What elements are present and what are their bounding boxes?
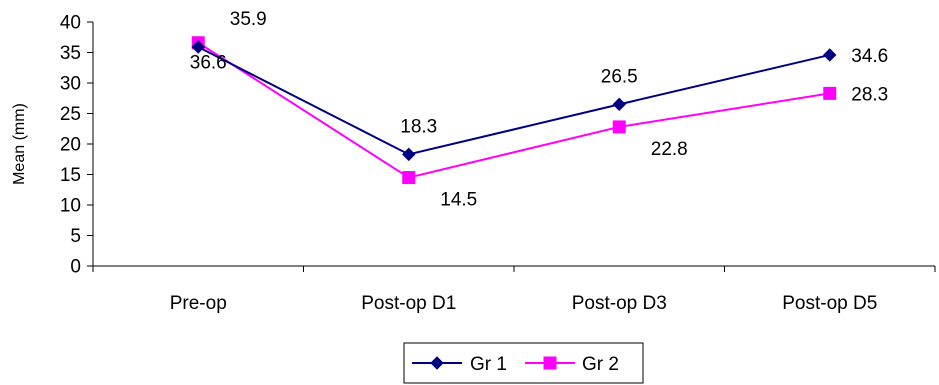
y-tick-label: 15 <box>60 165 81 186</box>
y-tick-label: 40 <box>60 13 81 34</box>
legend-label: Gr 1 <box>470 354 507 375</box>
data-label: 34.6 <box>851 46 888 67</box>
legend: Gr 1 Gr 2 <box>403 342 644 384</box>
series-line-gr-2 <box>197 41 830 179</box>
data-label: 26.5 <box>601 66 638 87</box>
line-marker-square <box>823 86 837 100</box>
y-tick-label: 30 <box>60 74 81 95</box>
x-category-label: Post-op D1 <box>361 293 456 314</box>
legend-label: Gr 2 <box>582 354 619 375</box>
y-tick-label: 10 <box>60 196 81 217</box>
data-label: 18.3 <box>400 116 437 137</box>
y-tick-label: 35 <box>60 43 81 64</box>
data-label: 36.6 <box>190 53 227 74</box>
x-category-label: Post-op D5 <box>782 293 877 314</box>
data-label: 22.8 <box>651 139 688 160</box>
line-marker-diamond <box>191 40 205 54</box>
y-axis-title: Mean (mm) <box>11 103 28 185</box>
y-axis: 0 5 10 15 20 25 30 35 40 <box>60 13 94 278</box>
legend-item: Gr 2 <box>525 354 619 375</box>
data-label: 28.3 <box>851 84 888 105</box>
y-tick-label: 0 <box>70 257 81 278</box>
x-axis: Pre-op Post-op D1 Post-op D3 Post-op D5 <box>92 265 936 314</box>
y-tick-label: 20 <box>60 135 81 156</box>
data-label: 35.9 <box>230 9 267 30</box>
x-category-label: Post-op D3 <box>572 293 667 314</box>
y-tick-label: 25 <box>60 104 81 125</box>
data-label: 14.5 <box>440 190 477 211</box>
series-layer <box>191 36 837 185</box>
line-marker-square <box>543 356 557 370</box>
line-marker-diamond <box>402 147 416 162</box>
line-marker-diamond <box>430 356 444 370</box>
series-line-gr-1 <box>197 46 830 156</box>
line-marker-diamond <box>823 48 837 62</box>
line-marker-square <box>402 171 416 185</box>
legend-item: Gr 1 <box>412 354 507 375</box>
y-tick-label: 5 <box>70 226 81 247</box>
x-category-label: Pre-op <box>170 293 227 314</box>
line-marker-diamond <box>612 97 626 112</box>
line-marker-square <box>612 120 626 134</box>
data-labels-layer: 35.9 18.3 26.5 34.6 36.6 14.5 22.8 28.3 <box>190 9 888 211</box>
